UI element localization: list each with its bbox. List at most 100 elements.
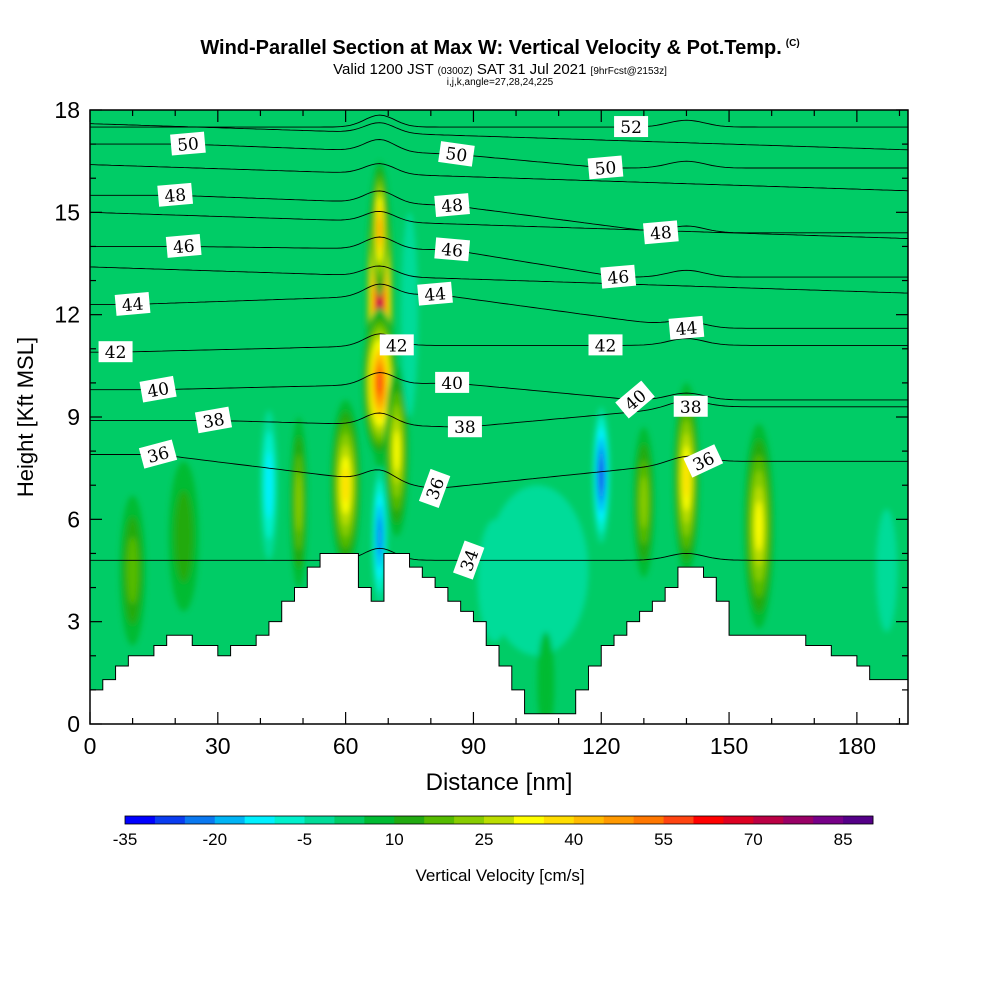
velocity-cell xyxy=(743,423,774,629)
velocity-level xyxy=(477,519,512,643)
contour-label-box xyxy=(139,375,177,403)
isotherm-line xyxy=(90,454,908,490)
colorbar-swatch xyxy=(394,816,425,824)
valid-utc: (0300Z) xyxy=(437,66,473,77)
colorbar-swatch xyxy=(454,816,485,824)
contour-label-text: 50 xyxy=(444,144,468,167)
velocity-cell xyxy=(290,417,308,588)
x-tick-label: 180 xyxy=(838,733,876,759)
colorbar-tick-label: -5 xyxy=(297,830,312,849)
contour-label-box xyxy=(434,193,470,217)
contour-label-text: 48 xyxy=(164,185,187,207)
isotherm-line xyxy=(90,265,908,294)
velocity-level xyxy=(683,458,690,499)
contour-label-box xyxy=(668,315,705,340)
isotherm-line xyxy=(90,114,908,128)
colorbar-swatch xyxy=(484,816,515,824)
velocity-cell xyxy=(401,212,419,417)
colorbar-swatch xyxy=(364,816,395,824)
contour-label: 48 xyxy=(157,182,194,207)
x-axis-label: Distance [nm] xyxy=(426,769,573,796)
colorbar-swatch xyxy=(304,816,335,824)
velocity-cell xyxy=(119,495,146,646)
contour-label-text: 38 xyxy=(680,398,702,418)
contour-label-box xyxy=(438,141,475,167)
colorbar-swatch xyxy=(843,816,874,824)
y-tick-label: 6 xyxy=(67,506,80,532)
colorbar: -35 -20 -5 10 25 40 55 70 85 xyxy=(113,815,874,849)
contour-label-text: 40 xyxy=(146,379,171,402)
contour-label-box xyxy=(587,155,624,180)
colorbar-swatch xyxy=(214,816,246,824)
contour-label-box xyxy=(379,334,414,356)
contour-label: 36 xyxy=(418,468,451,509)
velocity-cell xyxy=(673,382,700,574)
potential-temperature-contours xyxy=(90,114,908,561)
contour-label-box xyxy=(615,380,655,419)
contour-label-text: 50 xyxy=(176,134,199,156)
colorbar-swatch xyxy=(424,816,455,824)
x-tick-label: 30 xyxy=(205,733,231,759)
velocity-level xyxy=(342,467,349,504)
contour-label: 38 xyxy=(194,406,233,434)
contour-label: 46 xyxy=(165,234,202,259)
colorbar-label: Vertical Velocity [cm/s] xyxy=(415,866,584,885)
contour-label-box xyxy=(600,264,637,289)
contour-label-text: 46 xyxy=(440,240,463,262)
colorbar-swatch xyxy=(154,816,186,824)
colorbar-swatch xyxy=(125,816,156,824)
contour-label: 38 xyxy=(673,395,708,418)
velocity-cell xyxy=(477,519,512,643)
contour-label: 44 xyxy=(668,315,705,340)
contour-label: 36 xyxy=(138,439,178,469)
contour-label-text: 42 xyxy=(386,336,408,356)
contour-label: 48 xyxy=(643,220,679,245)
colorbar-swatch xyxy=(603,816,635,824)
colorbar-tick-label: -35 xyxy=(113,830,138,849)
contour-label-box xyxy=(114,291,151,316)
contour-label: 42 xyxy=(588,334,623,356)
colorbar-tick-label: 40 xyxy=(564,830,583,849)
velocity-level xyxy=(393,430,400,472)
velocity-level xyxy=(174,490,193,583)
colorbar-swatch xyxy=(513,816,545,824)
velocity-cell xyxy=(330,399,361,571)
colorbar-swatch xyxy=(783,816,814,824)
colorbar-swatch xyxy=(723,816,754,824)
colorbar-tick-label: 85 xyxy=(834,830,853,849)
colorbar-swatch xyxy=(543,816,575,824)
contour-label: 44 xyxy=(417,281,453,306)
colorbar-tick-label: 55 xyxy=(654,830,673,849)
velocity-level xyxy=(876,509,898,632)
contour-label-box xyxy=(418,468,451,509)
x-tick-label: 150 xyxy=(710,733,748,759)
velocity-level xyxy=(599,458,604,492)
velocity-level xyxy=(377,372,383,394)
contour-label: 46 xyxy=(434,237,471,262)
velocity-cell xyxy=(592,406,610,544)
contour-label: 42 xyxy=(98,341,133,363)
terrain-mask xyxy=(90,552,908,724)
y-tick-label: 15 xyxy=(54,199,80,225)
forecast-info: [9hrFcst@2153z] xyxy=(590,66,667,77)
velocity-level xyxy=(755,501,763,551)
velocity-cell xyxy=(486,485,589,656)
velocity-cell xyxy=(372,161,388,298)
contour-label-box xyxy=(434,237,471,262)
y-tick-label: 12 xyxy=(54,302,80,328)
contour-label-text: 44 xyxy=(121,295,144,317)
contour-label-text: 46 xyxy=(172,237,195,259)
colorbar-swatch xyxy=(813,816,844,824)
x-tick-label: 90 xyxy=(461,733,487,759)
contour-label-box xyxy=(673,395,708,417)
colorbar-swatch xyxy=(334,816,365,824)
contour-label-box xyxy=(447,416,482,438)
contour-label-box xyxy=(588,334,623,356)
velocity-cell xyxy=(260,410,278,561)
colorbar-tick-label: -20 xyxy=(202,830,227,849)
velocity-level xyxy=(265,451,273,519)
contour-label-box xyxy=(683,444,724,478)
